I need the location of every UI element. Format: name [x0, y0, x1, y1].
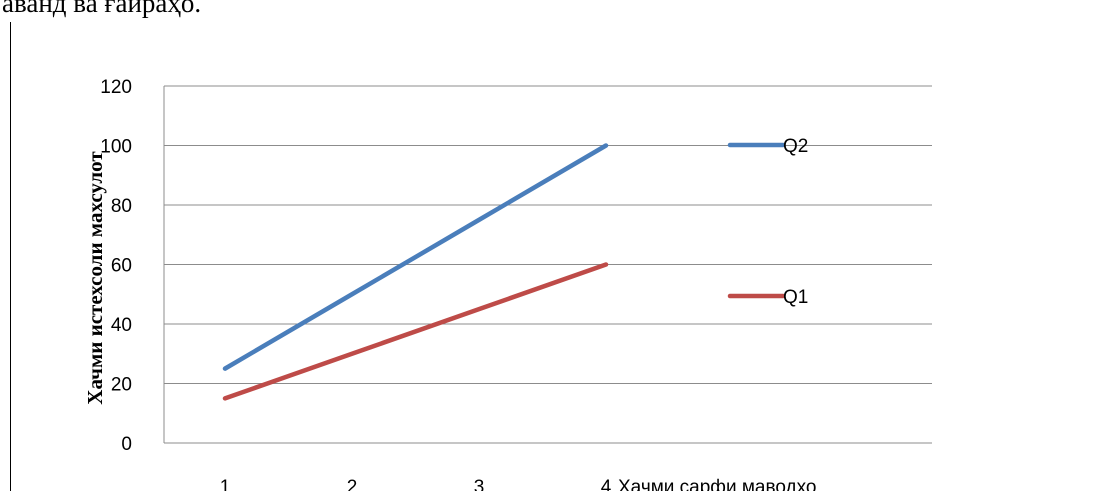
- y-tick-labels: 0 20 40 60 80 100 120: [100, 77, 132, 455]
- x-tick-label: 1: [220, 477, 231, 491]
- frame-border: [10, 22, 11, 491]
- x-tick-labels: 1 2 3 4: [220, 477, 612, 491]
- x-tick-label: 3: [474, 477, 485, 491]
- y-tick-label: 0: [121, 434, 132, 455]
- grid-lines: [164, 85, 932, 384]
- legend: Q2 Q1: [727, 136, 808, 308]
- y-tick-label: 80: [111, 196, 132, 217]
- y-tick-label: 20: [111, 375, 132, 396]
- series-line-q1: [222, 262, 609, 401]
- series-line-q2: [222, 143, 609, 371]
- legend-label-q1: Q1: [783, 287, 808, 308]
- y-tick-label: 120: [100, 77, 132, 98]
- y-tick-label: 60: [111, 256, 132, 277]
- x-tick-label: 2: [347, 477, 358, 491]
- x-axis-title: Хачми сарфи маводхо: [618, 477, 816, 491]
- y-tick-label: 40: [111, 315, 132, 336]
- y-axis-title: Хачми истехсоли махсулот: [83, 151, 107, 405]
- header-text: аванд ва ғайраҳо.: [2, 0, 202, 18]
- x-tick-label: 4: [601, 477, 612, 491]
- y-tick-label: 100: [100, 137, 132, 158]
- legend-label-q2: Q2: [783, 136, 808, 157]
- axes: [163, 86, 932, 444]
- series-lines: [222, 143, 609, 401]
